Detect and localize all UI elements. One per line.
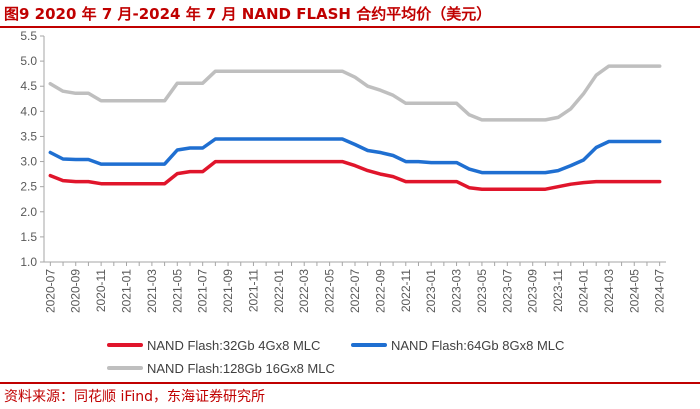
x-tick-label: 2022-09 (373, 269, 387, 313)
x-tick-label: 2021-11 (246, 269, 260, 312)
y-tick-label: 3.5 (20, 129, 37, 143)
x-tick-label: 2021-03 (145, 269, 159, 313)
x-tick-label: 2024-05 (627, 269, 641, 313)
series-lines (48, 64, 662, 191)
x-tick-label: 2022-01 (272, 269, 286, 313)
axes: 1.0 1.5 2.0 2.5 3.0 3.5 4.0 4.5 5.0 5.5 2020-07 202… (20, 29, 666, 313)
source-rule (0, 382, 700, 384)
x-tick-label: 2021-01 (120, 269, 134, 313)
legend-label-2: NAND Flash:64Gb 8Gx8 MLC (391, 338, 564, 353)
x-tick-label: 2023-09 (526, 269, 540, 313)
x-tick-label: 2022-11 (399, 269, 413, 312)
x-tick-label: 2023-07 (500, 269, 514, 313)
x-tick-label: 2022-03 (297, 269, 311, 313)
y-tick-label: 1.0 (20, 255, 37, 269)
legend-label-1: NAND Flash:32Gb 4Gx8 MLC (147, 338, 320, 353)
x-tick-label: 2020-11 (94, 269, 108, 312)
legend: NAND Flash:32Gb 4Gx8 MLC NAND Flash:64Gb … (107, 338, 564, 376)
y-tick-label: 4.5 (20, 79, 37, 93)
x-tick-label: 2022-07 (348, 269, 362, 313)
x-tick-label: 2020-07 (43, 269, 57, 313)
y-tick-label: 5.0 (20, 54, 37, 68)
series-line-2 (48, 137, 662, 175)
title-rule (0, 26, 700, 28)
x-tick-label: 2023-05 (475, 269, 489, 313)
y-tick-label: 2.0 (20, 205, 37, 219)
series-line-3 (48, 64, 662, 122)
x-tick-label: 2024-07 (653, 269, 667, 313)
y-tick-label: 1.5 (20, 230, 37, 244)
source-note: 资料来源：同花顺 iFind，东海证券研究所 (4, 389, 266, 405)
x-tick-label: 2020-09 (69, 269, 83, 313)
y-tick-label: 3.0 (20, 155, 37, 169)
x-tick-label: 2021-05 (170, 269, 184, 313)
x-tick-label: 2023-11 (551, 269, 565, 312)
y-tick-label: 5.5 (20, 29, 37, 43)
series-line-1 (48, 159, 662, 191)
chart-title: 图9 2020 年 7 月-2024 年 7 月 NAND FLASH 合约平均… (4, 5, 492, 23)
y-tick-label: 2.5 (20, 180, 37, 194)
x-tick-label: 2024-03 (602, 269, 616, 313)
legend-label-3: NAND Flash:128Gb 16Gx8 MLC (147, 361, 335, 376)
y-tick-label: 4.0 (20, 104, 37, 118)
line-chart: 1.0 1.5 2.0 2.5 3.0 3.5 4.0 4.5 5.0 5.5 2020-07 202… (20, 29, 666, 376)
x-tick-label: 2023-01 (424, 269, 438, 313)
x-tick-label: 2023-03 (450, 269, 464, 313)
x-tick-label: 2024-01 (576, 269, 590, 313)
x-tick-label: 2021-09 (221, 269, 235, 313)
x-tick-label: 2022-05 (323, 269, 337, 313)
x-tick-label: 2021-07 (196, 269, 210, 313)
